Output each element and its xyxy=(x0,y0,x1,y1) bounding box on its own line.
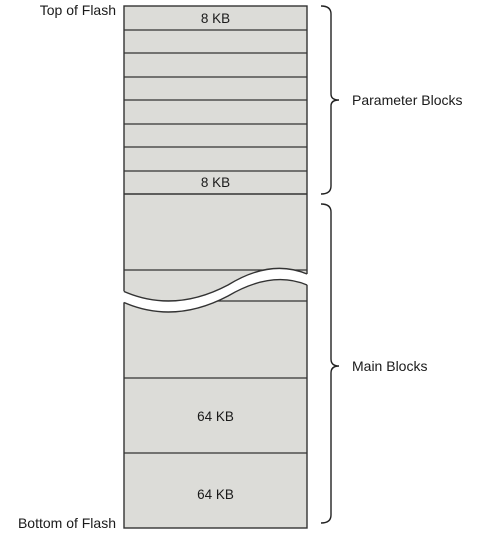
column-break-top-edge xyxy=(123,267,308,302)
parameter-blocks-label: Parameter Blocks xyxy=(352,92,462,108)
main-block-size-2: 64 KB xyxy=(197,487,234,502)
main-blocks-brace xyxy=(320,203,340,524)
flash-column xyxy=(123,5,308,529)
parameter-block-dividers xyxy=(124,29,307,195)
main-block-size-1: 64 KB xyxy=(197,409,234,424)
param-block-size-top: 8 KB xyxy=(201,11,230,26)
parameter-blocks-brace xyxy=(320,5,340,195)
top-of-flash-label: Top of Flash xyxy=(40,2,116,18)
main-blocks-label: Main Blocks xyxy=(352,358,427,374)
bottom-of-flash-label: Bottom of Flash xyxy=(18,515,116,531)
column-break-bottom-edge xyxy=(123,278,308,313)
param-block-size-bottom: 8 KB xyxy=(201,175,230,190)
